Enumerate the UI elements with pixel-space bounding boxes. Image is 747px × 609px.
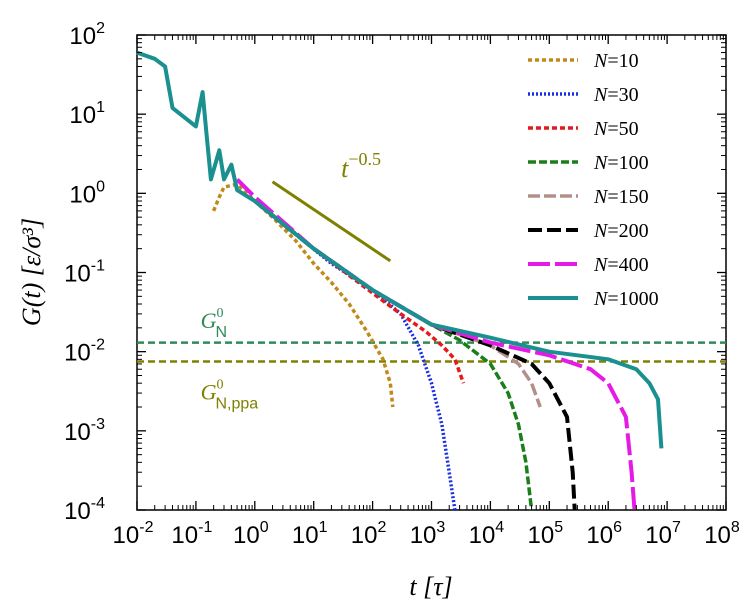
- y-tick-label: 10-3: [64, 416, 105, 446]
- legend: N=10 N=30 N=50 N=100 N=150 N=200 N=400 N=1000: [528, 50, 659, 310]
- x-tick-label: 10-2: [113, 519, 154, 549]
- legend-label-150: N=150: [593, 186, 649, 208]
- y-tick-label: 101: [69, 99, 105, 129]
- y-tick-label: 10-4: [64, 495, 105, 525]
- plateau-layer: G0 N G0 N,ppa: [137, 306, 726, 412]
- y-tick-label: 10-1: [64, 258, 105, 288]
- x-axis-label: t [τ]: [409, 572, 452, 601]
- y-axis-label: G(t) [ε/σ³]: [17, 218, 46, 326]
- series-line-1000: [136, 50, 664, 449]
- x-axis-ticks: 10-2 10-1 100 101 102 103 104 105 106 107 108: [113, 35, 740, 549]
- plot-area: G0 N G0 N,ppa t−0.5 10-2 10-1 100 101 102 103 104…: [64, 20, 740, 549]
- x-tick-label: 100: [233, 519, 269, 549]
- x-tick-label: 105: [527, 519, 563, 549]
- legend-label-400: N=400: [593, 254, 649, 276]
- plateau-label-0: G0 N: [201, 306, 227, 341]
- series-line-10: [211, 182, 395, 408]
- y-tick-label: 10-2: [64, 337, 105, 367]
- series-line-30: [253, 199, 457, 511]
- y-axis-ticks: 10-4 10-3 10-2 10-1 100 101 102: [64, 20, 726, 525]
- series-line-200: [253, 199, 577, 511]
- legend-label-200: N=200: [593, 220, 649, 242]
- x-tick-label: 101: [292, 519, 328, 549]
- series-layer: [136, 50, 664, 511]
- slope-guide-line: [271, 180, 392, 263]
- x-tick-label: 107: [645, 519, 681, 549]
- legend-label-50: N=50: [593, 118, 639, 140]
- slope-label: t−0.5: [341, 149, 381, 183]
- series-line-100: [253, 199, 534, 511]
- legend-label-1000: N=1000: [593, 288, 659, 310]
- x-tick-label: 103: [410, 519, 446, 549]
- x-tick-label: 106: [586, 519, 622, 549]
- legend-label-10: N=10: [593, 50, 639, 72]
- legend-label-100: N=100: [593, 152, 649, 174]
- y-tick-label: 102: [69, 20, 105, 50]
- legend-label-30: N=30: [593, 84, 639, 106]
- x-tick-label: 10-1: [171, 519, 212, 549]
- x-tick-label: 104: [469, 519, 505, 549]
- x-tick-label: 108: [704, 519, 740, 549]
- y-tick-label: 100: [69, 178, 105, 208]
- x-tick-label: 102: [351, 519, 387, 549]
- slope-layer: t−0.5: [271, 149, 392, 263]
- plateau-label-1: G0 N,ppa: [201, 377, 259, 412]
